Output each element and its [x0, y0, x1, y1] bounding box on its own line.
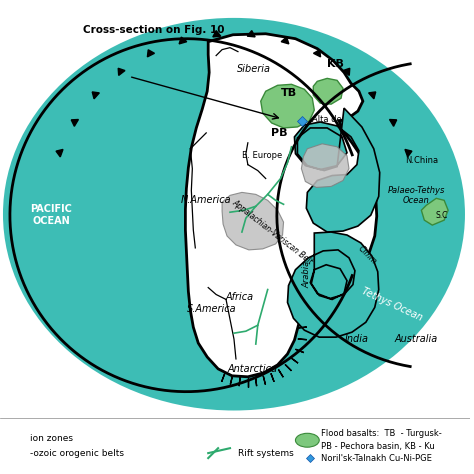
- Ellipse shape: [295, 433, 319, 447]
- Text: Australia: Australia: [395, 334, 438, 344]
- Polygon shape: [261, 84, 314, 128]
- Text: Antarctica: Antarctica: [228, 364, 278, 374]
- Text: Cross-section on Fig. 10: Cross-section on Fig. 10: [83, 25, 224, 35]
- Text: E. Europe: E. Europe: [242, 151, 282, 160]
- Polygon shape: [230, 376, 233, 384]
- Text: -ozoic orogenic belts: -ozoic orogenic belts: [30, 448, 124, 457]
- Polygon shape: [295, 349, 304, 353]
- Text: Alta de: Alta de: [312, 115, 342, 124]
- Text: Appalachian-Variscan Belt: Appalachian-Variscan Belt: [231, 198, 315, 266]
- Text: India: India: [345, 334, 369, 344]
- Polygon shape: [390, 119, 397, 126]
- Polygon shape: [294, 108, 380, 232]
- Polygon shape: [271, 374, 274, 382]
- Polygon shape: [179, 37, 187, 44]
- Polygon shape: [263, 376, 265, 384]
- Text: N.China: N.China: [405, 156, 438, 165]
- Text: ion zones: ion zones: [30, 434, 73, 443]
- Polygon shape: [118, 68, 125, 75]
- Ellipse shape: [3, 18, 465, 410]
- Polygon shape: [222, 192, 283, 250]
- Polygon shape: [405, 149, 412, 157]
- Polygon shape: [288, 232, 379, 337]
- Text: Arabia: Arabia: [303, 261, 312, 288]
- Text: Flood basalts:  TB  - Turgusk-: Flood basalts: TB - Turgusk-: [321, 429, 442, 438]
- Polygon shape: [279, 370, 283, 377]
- Polygon shape: [71, 119, 78, 126]
- Text: KB: KB: [327, 58, 344, 69]
- Text: Africa: Africa: [226, 292, 254, 302]
- Text: Palaeo-Tethys
Ocean: Palaeo-Tethys Ocean: [388, 186, 445, 205]
- Polygon shape: [285, 365, 292, 371]
- Polygon shape: [222, 374, 225, 382]
- Polygon shape: [56, 149, 63, 157]
- Text: PB: PB: [271, 128, 288, 138]
- Text: PACIFIC
OCEAN: PACIFIC OCEAN: [31, 204, 73, 226]
- Polygon shape: [313, 78, 343, 104]
- Text: Rift systems: Rift systems: [238, 448, 294, 457]
- Polygon shape: [313, 50, 320, 57]
- Text: N.America: N.America: [181, 195, 231, 205]
- Polygon shape: [247, 31, 255, 37]
- Polygon shape: [239, 377, 240, 386]
- Text: PB - Pechora basin, KB - Ku: PB - Pechora basin, KB - Ku: [321, 442, 435, 451]
- Text: TB: TB: [281, 88, 297, 98]
- Text: S.America: S.America: [187, 304, 237, 314]
- Polygon shape: [281, 37, 289, 44]
- Polygon shape: [301, 144, 349, 187]
- Polygon shape: [291, 358, 298, 363]
- Text: Noril'sk-Talnakh Cu-Ni-PGE: Noril'sk-Talnakh Cu-Ni-PGE: [321, 454, 432, 463]
- Polygon shape: [92, 92, 100, 99]
- Polygon shape: [369, 92, 376, 99]
- Polygon shape: [213, 31, 221, 37]
- Polygon shape: [185, 34, 377, 377]
- Text: Cimm: Cimm: [356, 244, 378, 266]
- Text: S.C: S.C: [436, 210, 448, 219]
- Polygon shape: [343, 68, 350, 75]
- Polygon shape: [298, 339, 307, 340]
- Polygon shape: [298, 327, 307, 328]
- Polygon shape: [421, 198, 448, 225]
- Text: Siberia: Siberia: [237, 64, 271, 74]
- Polygon shape: [147, 50, 155, 57]
- Text: Tethys Ocean: Tethys Ocean: [360, 286, 424, 323]
- Polygon shape: [255, 377, 256, 386]
